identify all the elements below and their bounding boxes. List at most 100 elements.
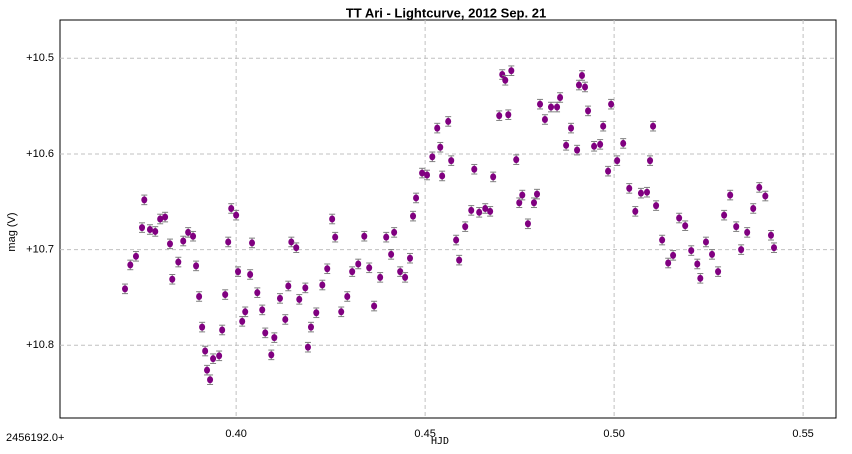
data-point (293, 244, 300, 252)
data-point (434, 124, 441, 132)
data-point (453, 236, 460, 244)
data-point (659, 236, 666, 244)
x-tick-label: 0.40 (225, 428, 246, 440)
data-point (288, 238, 295, 246)
data-point (727, 191, 734, 199)
data-point (771, 244, 778, 252)
data-point (419, 169, 426, 177)
data-point (644, 188, 651, 196)
data-point (709, 250, 716, 258)
data-point (361, 232, 368, 240)
data-point (180, 237, 187, 245)
data-point (157, 215, 164, 223)
data-point (407, 254, 414, 262)
data-point (537, 100, 544, 108)
data-point (199, 323, 206, 331)
data-point (355, 260, 362, 268)
data-point (259, 306, 266, 314)
data-point (597, 140, 604, 148)
data-point (437, 143, 444, 151)
data-point (487, 207, 494, 215)
data-point (591, 142, 598, 150)
data-point (388, 250, 395, 258)
data-point (329, 215, 336, 223)
data-point (242, 308, 249, 316)
data-point (697, 274, 704, 282)
data-point (738, 246, 745, 254)
data-point (146, 226, 153, 234)
data-point (239, 317, 246, 325)
data-point (534, 190, 541, 198)
data-point (578, 71, 585, 79)
data-point (190, 232, 197, 240)
data-point (519, 191, 526, 199)
data-point (152, 227, 159, 235)
data-point (349, 268, 356, 276)
data-point (233, 211, 240, 219)
data-point (502, 76, 509, 84)
data-point (429, 153, 436, 161)
x-tick-label: 0.50 (603, 428, 624, 440)
data-point (476, 208, 483, 216)
data-point (366, 264, 373, 272)
data-point (626, 184, 633, 192)
data-point (319, 281, 326, 289)
data-point (304, 343, 311, 351)
data-point (262, 329, 269, 337)
data-point (222, 291, 229, 299)
data-point (247, 270, 254, 278)
data-point (324, 265, 331, 273)
data-point (471, 165, 478, 173)
data-point (122, 285, 129, 293)
data-point (207, 376, 214, 384)
data-point (276, 294, 283, 302)
data-point (439, 172, 446, 180)
x-offset-label: 2456192.0+ (6, 432, 64, 444)
data-point (541, 116, 548, 123)
data-point (127, 261, 134, 269)
data-point (665, 259, 672, 267)
data-point (456, 256, 463, 264)
data-point (282, 315, 289, 323)
x-tick-label: 0.45 (414, 428, 435, 440)
data-point (582, 83, 589, 91)
data-point (391, 228, 398, 236)
y-tick-label: +10.8 (26, 339, 54, 351)
data-point (650, 122, 657, 130)
data-point (715, 268, 722, 276)
y-tick-label: +10.6 (26, 148, 54, 160)
data-point (371, 302, 378, 310)
y-axis-label: mag (V) (6, 212, 18, 251)
data-point (548, 103, 555, 111)
data-point (235, 268, 242, 276)
data-point (600, 122, 607, 130)
data-point (196, 292, 203, 300)
x-tick-label: 0.55 (792, 428, 813, 440)
data-point (285, 282, 292, 290)
data-point (530, 199, 537, 207)
data-point (225, 238, 232, 246)
data-point (185, 228, 192, 236)
data-point (682, 222, 689, 230)
data-point (413, 194, 420, 202)
data-point (377, 273, 384, 281)
data-point (702, 238, 709, 246)
data-point (468, 206, 475, 214)
data-point (575, 81, 582, 89)
data-point (210, 355, 217, 363)
data-point (228, 204, 235, 212)
data-point (744, 228, 751, 236)
data-point (166, 240, 173, 248)
data-point (513, 156, 520, 164)
y-tick-label: +10.7 (26, 244, 54, 256)
data-point (307, 323, 314, 331)
plot-frame (59, 19, 837, 419)
data-point (490, 173, 497, 181)
data-point (750, 204, 757, 212)
y-tick-label: +10.5 (26, 52, 54, 64)
data-point (721, 211, 728, 219)
chart-title: TT Ari - Lightcurve, 2012 Sep. 21 (346, 5, 546, 20)
data-point (767, 231, 774, 239)
data-point (647, 157, 654, 165)
